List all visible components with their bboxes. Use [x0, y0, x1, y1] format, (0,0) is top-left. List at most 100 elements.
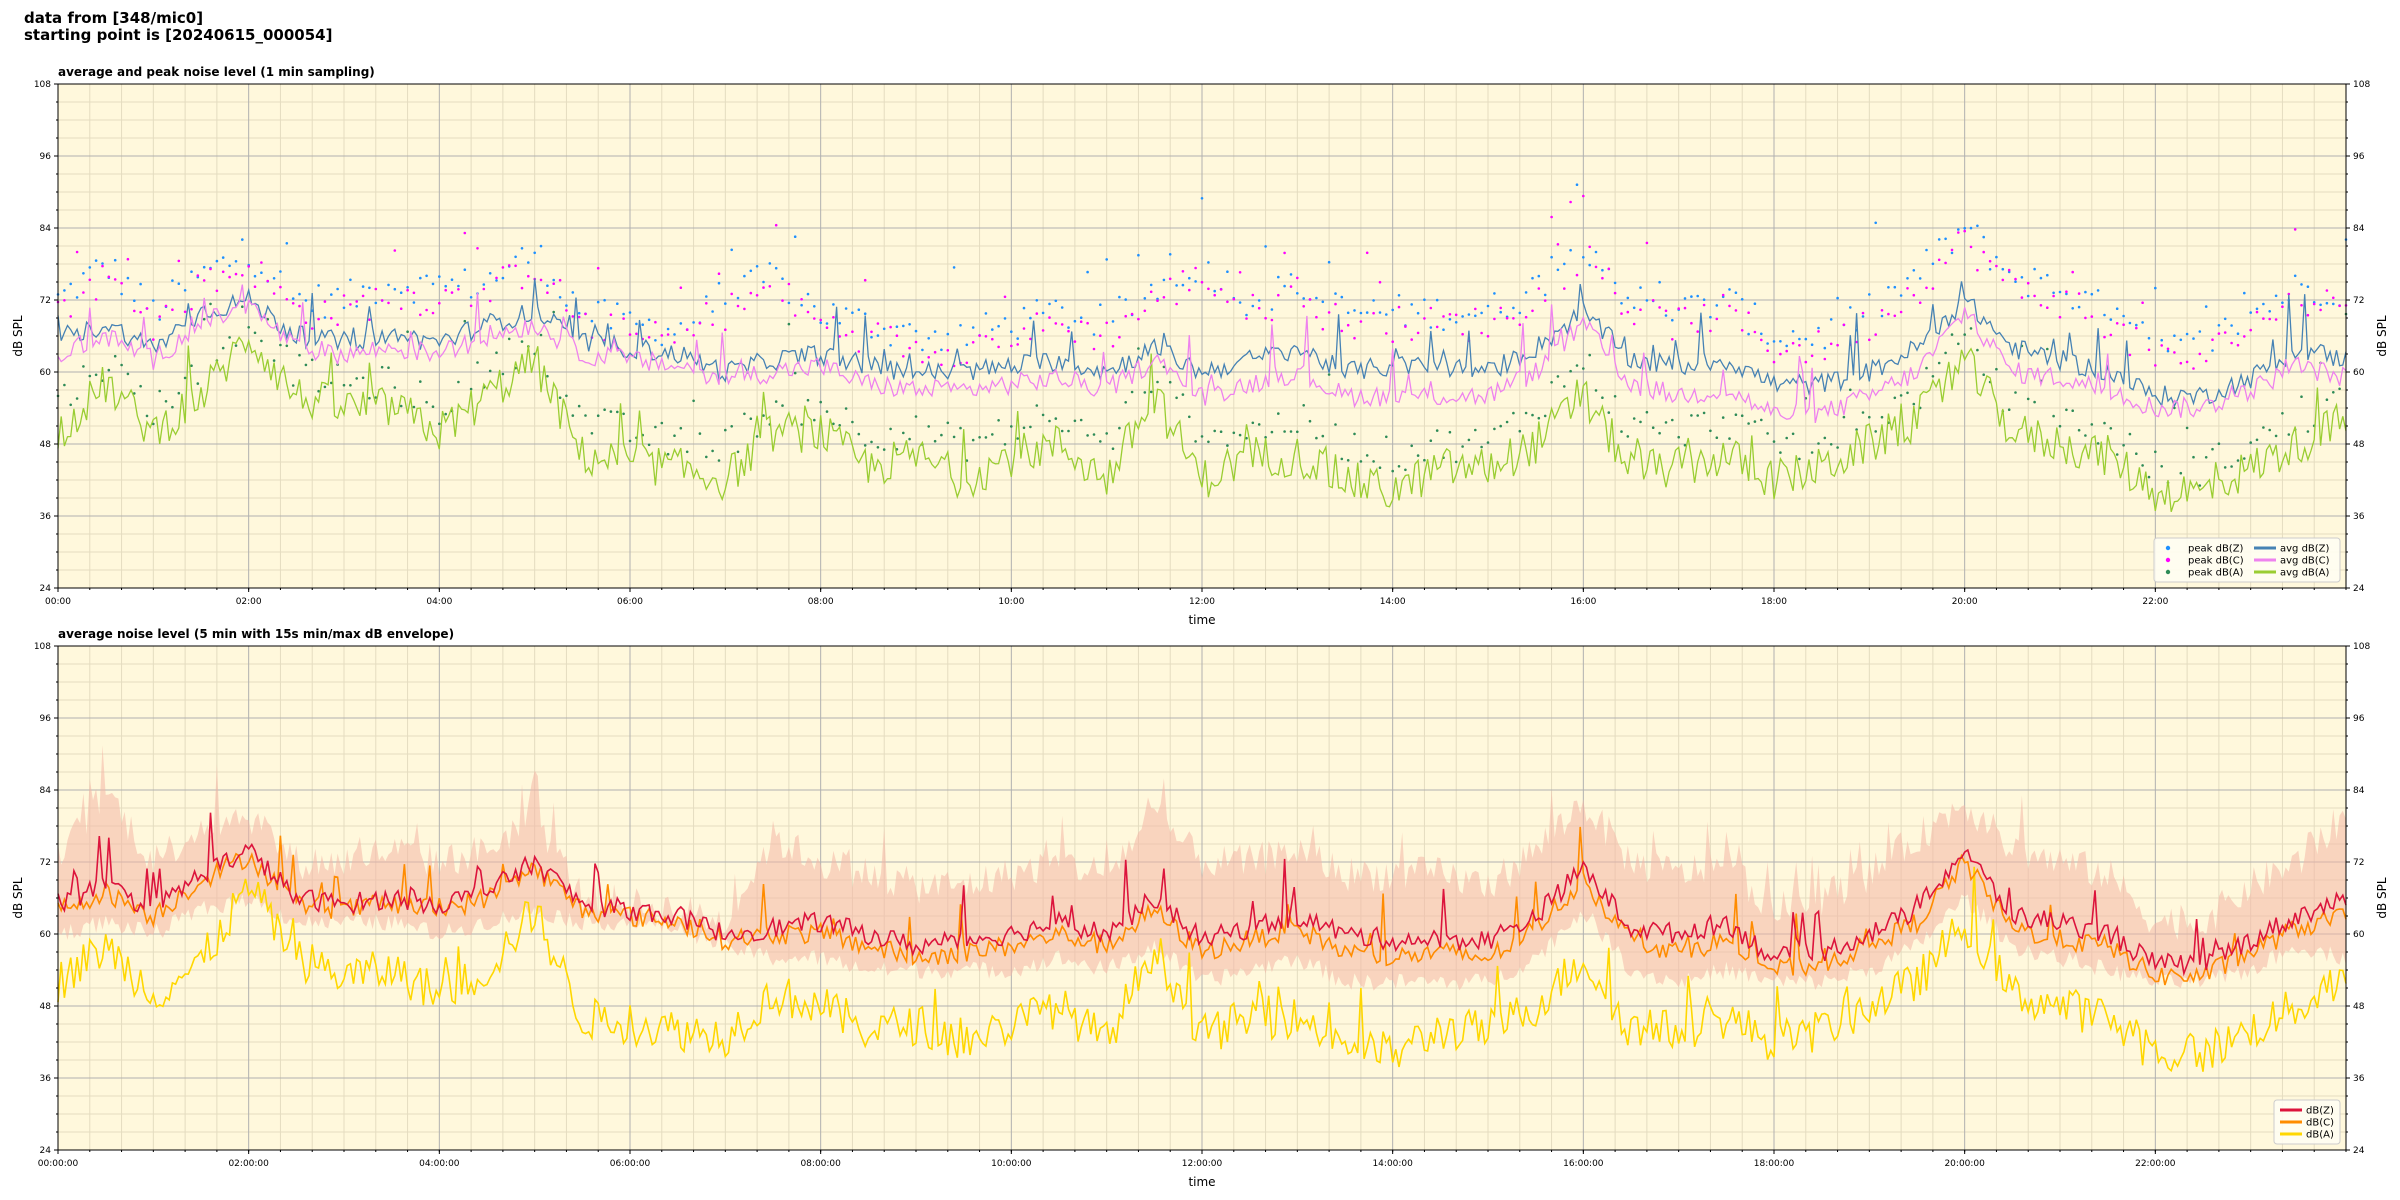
peak-point	[1219, 288, 1223, 291]
peak-point	[1728, 288, 1731, 291]
peak-point	[1524, 291, 1528, 294]
peak-point	[501, 276, 505, 280]
peak-point	[1740, 414, 1744, 418]
peak-point	[1740, 329, 1744, 332]
peak-point	[1277, 412, 1280, 415]
x-tick-label: 04:00:00	[419, 1159, 460, 1169]
series-peak-db-a	[56, 302, 2348, 487]
y-tick-label: 60	[40, 930, 52, 940]
peak-point	[1086, 321, 1089, 325]
peak-point	[1423, 317, 1426, 320]
peak-point	[660, 334, 664, 337]
peak-point	[1397, 294, 1401, 297]
peak-point	[63, 289, 66, 292]
legend-entry: peak dB(C)	[2188, 556, 2244, 567]
peak-point	[793, 314, 797, 317]
peak-point	[1404, 468, 1407, 472]
peak-point	[1861, 411, 1865, 414]
peak-point	[221, 256, 225, 259]
peak-point	[1016, 337, 1019, 340]
peak-point	[1168, 277, 1172, 281]
x-tick-label: 02:00	[236, 597, 262, 607]
series-line-db-z	[57, 812, 2347, 977]
x-tick-label: 12:00:00	[1182, 1159, 1223, 1169]
peak-point	[914, 340, 918, 344]
y-tick-label: 60	[40, 368, 52, 378]
peak-point	[1734, 413, 1738, 417]
peak-point	[2223, 331, 2227, 334]
peak-point	[577, 315, 581, 319]
peak-point	[2236, 343, 2240, 347]
peak-point	[539, 333, 543, 337]
peak-point	[2204, 456, 2208, 459]
peak-point	[1499, 306, 1502, 310]
peak-point	[2115, 453, 2119, 456]
peak-point	[1880, 309, 1884, 312]
peak-point	[1518, 323, 1522, 327]
peak-point	[2115, 307, 2119, 311]
peak-point	[1976, 348, 1979, 352]
x-tick-label: 10:00:00	[991, 1159, 1032, 1169]
peak-point	[762, 280, 765, 284]
peak-point	[450, 278, 454, 282]
peak-point	[2058, 290, 2062, 294]
peak-point	[514, 255, 517, 259]
peak-point	[1003, 443, 1007, 446]
peak-point	[793, 235, 797, 238]
peak-point	[82, 272, 85, 275]
peak-point	[609, 410, 613, 413]
peak-point	[1022, 327, 1026, 330]
peak-point	[1620, 302, 1623, 305]
peak-point	[2198, 352, 2202, 356]
series-peak-db-c	[56, 194, 2348, 370]
peak-point	[730, 248, 733, 252]
peak-point	[2109, 333, 2113, 337]
legend-entry: avg dB(A)	[2280, 568, 2330, 579]
peak-point	[330, 293, 333, 296]
peak-point	[628, 311, 632, 314]
peak-point	[984, 312, 988, 315]
peak-point	[991, 337, 994, 341]
peak-point	[876, 334, 880, 337]
peak-point	[1937, 361, 1941, 365]
peak-point	[1029, 316, 1032, 320]
peak-point	[266, 279, 270, 283]
peak-point	[762, 286, 765, 289]
peak-point	[361, 285, 365, 288]
peak-point	[2217, 324, 2221, 327]
peak-point	[1690, 414, 1693, 417]
peak-point	[1804, 337, 1808, 341]
peak-point	[1645, 241, 1649, 245]
peak-point	[412, 405, 416, 409]
peak-point	[1493, 317, 1496, 321]
peak-point	[2166, 347, 2170, 351]
peak-point	[2154, 450, 2157, 454]
peak-point	[2014, 277, 2017, 281]
legend-entry: dB(C)	[2306, 1118, 2334, 1129]
peak-point	[1594, 265, 1598, 269]
peak-point	[2268, 428, 2271, 432]
peak-point	[1613, 395, 1617, 398]
peak-point	[2160, 465, 2163, 468]
peak-point	[552, 278, 555, 282]
peak-point	[1651, 426, 1655, 430]
peak-point	[571, 315, 575, 318]
x-axis-label: time	[1188, 1175, 1215, 1189]
peak-point	[1296, 276, 1299, 280]
peak-point	[2026, 294, 2030, 298]
peak-point	[622, 317, 625, 320]
peak-point	[2217, 442, 2221, 446]
peak-point	[584, 414, 587, 417]
peak-point	[603, 408, 606, 412]
peak-point	[406, 330, 409, 334]
peak-point	[425, 274, 428, 278]
peak-point	[133, 392, 136, 395]
peak-point	[304, 321, 308, 325]
peak-point	[1944, 351, 1947, 355]
peak-point	[202, 279, 206, 282]
peak-point	[368, 396, 371, 400]
peak-point	[1378, 466, 1382, 470]
peak-point	[1779, 352, 1782, 356]
peak-point	[2128, 353, 2132, 357]
peak-point	[476, 361, 479, 364]
